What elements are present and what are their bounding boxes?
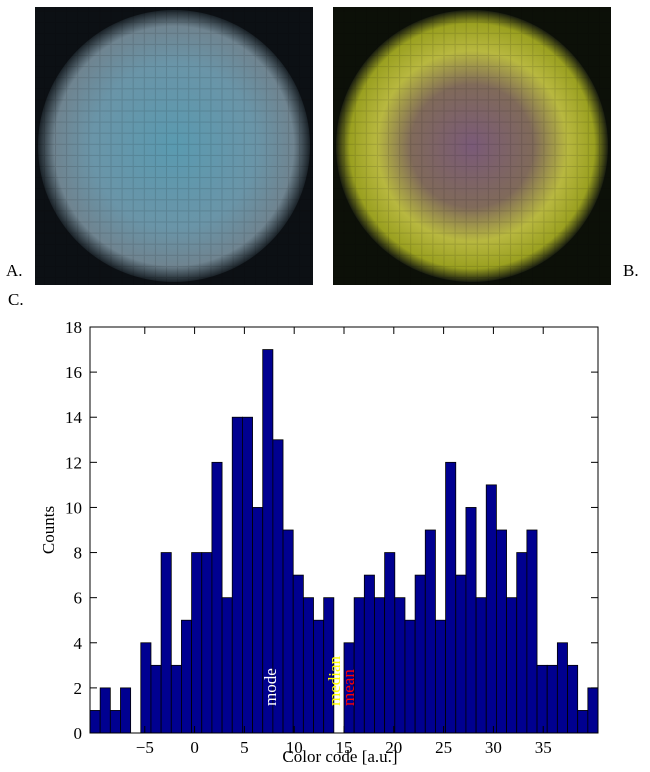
bar: [171, 665, 181, 733]
x-tick-label: 20: [385, 738, 402, 757]
bar: [456, 575, 466, 733]
image-a: [35, 7, 313, 285]
y-tick-label: 14: [65, 408, 83, 427]
x-tick-label: 10: [286, 738, 303, 757]
bar: [405, 620, 415, 733]
bar: [151, 665, 161, 733]
panel-label: B.: [623, 261, 639, 280]
bar: [110, 710, 120, 733]
y-tick-label: 12: [65, 453, 82, 472]
bar: [446, 462, 456, 733]
x-tick-label: 15: [336, 738, 353, 757]
bar: [242, 417, 252, 733]
bar: [537, 665, 547, 733]
bar: [303, 598, 313, 733]
bar: [90, 710, 100, 733]
y-tick-label: 10: [65, 498, 82, 517]
x-tick-label: 5: [240, 738, 249, 757]
bar: [141, 643, 151, 733]
y-tick-label: 6: [74, 589, 83, 608]
bar: [517, 553, 527, 733]
bar: [314, 620, 324, 733]
image-b: [333, 7, 611, 285]
x-tick-label: 35: [535, 738, 552, 757]
y-tick-label: 16: [65, 363, 82, 382]
bar: [120, 688, 130, 733]
bar: [395, 598, 405, 733]
bar: [435, 620, 445, 733]
y-tick-label: 0: [74, 724, 83, 743]
bar: [547, 665, 557, 733]
bar: [527, 530, 537, 733]
annotation: mode: [261, 668, 280, 706]
bar: [568, 665, 578, 733]
bar: [364, 575, 374, 733]
bar: [466, 507, 476, 733]
bar: [588, 688, 598, 733]
x-tick-label: −5: [136, 738, 154, 757]
bar: [232, 417, 242, 733]
bar: [181, 620, 191, 733]
bar: [161, 553, 171, 733]
x-tick-label: 25: [435, 738, 452, 757]
bar: [222, 598, 232, 733]
y-tick-label: 4: [74, 634, 83, 653]
bar: [100, 688, 110, 733]
bar: [486, 485, 496, 733]
annotation: mean: [339, 669, 358, 706]
bar: [385, 553, 395, 733]
bar: [425, 530, 435, 733]
bar: [415, 575, 425, 733]
bar: [202, 553, 212, 733]
bar: [192, 553, 202, 733]
bar: [578, 710, 588, 733]
bar: [293, 575, 303, 733]
bar: [354, 598, 364, 733]
bar: [557, 643, 567, 733]
y-axis-label: Counts: [39, 506, 58, 554]
bar: [507, 598, 517, 733]
panel-label: C.: [8, 290, 24, 309]
y-tick-label: 18: [65, 318, 82, 337]
panel-label: A.: [6, 261, 23, 280]
figure: A. B. C. Color code [a.u.] Counts modeme…: [0, 0, 650, 767]
bar: [212, 462, 222, 733]
y-tick-label: 8: [74, 544, 83, 563]
bar: [496, 530, 506, 733]
y-tick-label: 2: [74, 679, 83, 698]
bar: [283, 530, 293, 733]
x-tick-label: 30: [485, 738, 502, 757]
x-tick-label: 0: [190, 738, 199, 757]
bar: [374, 598, 384, 733]
bar: [476, 598, 486, 733]
